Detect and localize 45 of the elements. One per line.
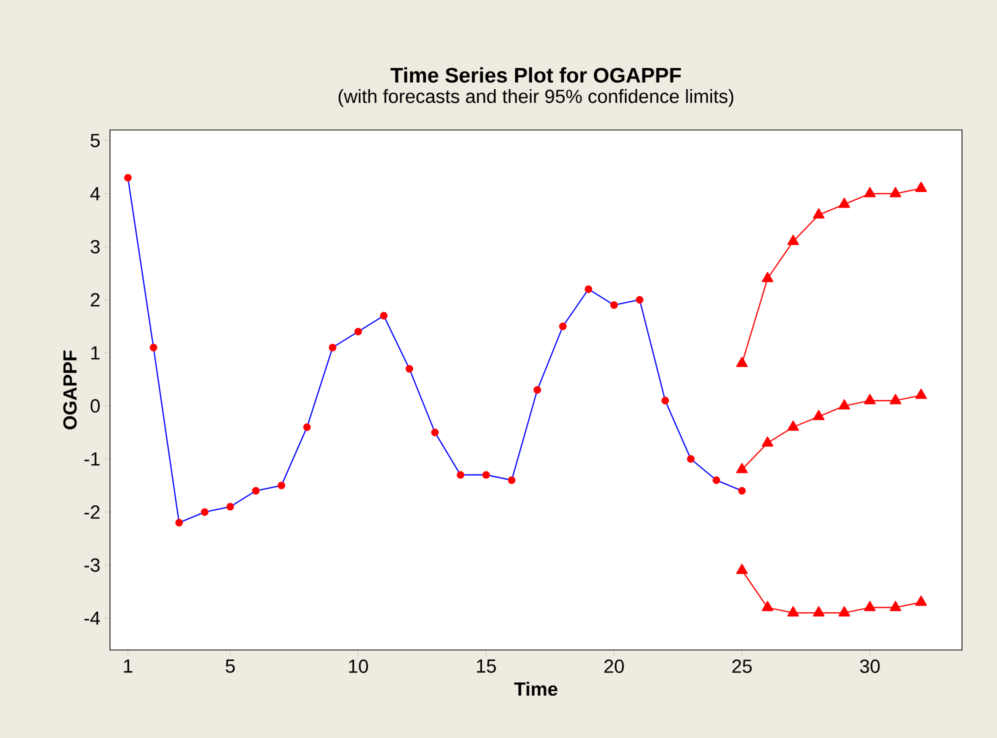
point [787, 234, 799, 246]
point [890, 187, 902, 198]
point [812, 410, 825, 420]
x-axis-title: Time [514, 682, 558, 696]
x-tick-label: 25 [732, 660, 752, 673]
chart-title: Time Series Plot for OGAPPF [390, 67, 681, 83]
point [812, 208, 825, 218]
point [890, 600, 902, 612]
point [787, 606, 799, 616]
point [812, 606, 825, 616]
point [736, 564, 748, 574]
point [787, 420, 799, 431]
y-tick-label: 5 [90, 134, 100, 148]
point [762, 600, 774, 612]
point [762, 436, 774, 447]
point [915, 388, 927, 399]
y-tick-label: -4 [84, 612, 100, 625]
point [838, 399, 850, 410]
point [736, 356, 748, 368]
point [864, 394, 876, 404]
x-tick-label: 20 [604, 660, 624, 673]
point [838, 198, 850, 208]
point [890, 394, 902, 404]
point [762, 272, 774, 282]
point [736, 462, 748, 474]
x-tick-label: 30 [860, 660, 880, 673]
y-tick-label: -1 [84, 452, 100, 466]
y-tick-label: 3 [90, 240, 100, 254]
y-tick-label: 4 [90, 187, 100, 200]
y-axis-title: OGAPPF [63, 350, 77, 430]
y-tick-label: 0 [90, 399, 100, 413]
x-tick-label: 5 [226, 660, 235, 673]
point [864, 600, 876, 612]
point [838, 606, 850, 616]
point [915, 596, 927, 606]
y-tick-label: 1 [91, 346, 100, 360]
y-tick-label: -3 [84, 558, 100, 572]
x-tick-label: 15 [476, 660, 496, 673]
x-tick-label: 1 [124, 660, 132, 673]
chart-subtitle: (with forecasts and their 95% confidence limits) [338, 89, 734, 107]
y-tick-label: -2 [84, 505, 100, 519]
y-tick-label: 2 [90, 293, 100, 306]
point [915, 182, 927, 192]
x-tick-label: 10 [349, 660, 368, 673]
point [864, 187, 876, 198]
